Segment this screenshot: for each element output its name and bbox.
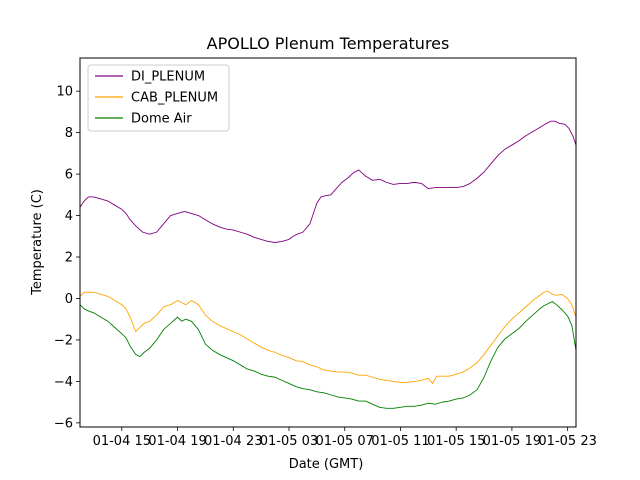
y-axis-label: Temperature (C) bbox=[30, 189, 45, 296]
x-tick-label: 01-05 19 bbox=[483, 434, 541, 449]
series-line-cab-plenum bbox=[80, 290, 576, 384]
x-tick-label: 01-04 19 bbox=[148, 434, 206, 449]
x-tick-label: 01-04 23 bbox=[204, 434, 262, 449]
x-tick-label: 01-05 03 bbox=[260, 434, 318, 449]
legend: DI_PLENUM CAB_PLENUM Dome Air bbox=[87, 64, 230, 132]
x-tick-label: 01-05 15 bbox=[427, 434, 485, 449]
y-tick-label: 4 bbox=[65, 209, 73, 224]
y-tick-label: −4 bbox=[54, 375, 73, 390]
y-tick-label: −6 bbox=[54, 416, 73, 431]
x-tick-label: 01-04 15 bbox=[93, 434, 151, 449]
y-tick-label: 10 bbox=[56, 85, 73, 100]
legend-label: CAB_PLENUM bbox=[131, 91, 218, 106]
chart-title: APOLLO Plenum Temperatures bbox=[207, 34, 450, 53]
x-axis-label: Date (GMT) bbox=[289, 457, 364, 472]
series-line-di-plenum bbox=[80, 120, 576, 243]
legend-box bbox=[87, 64, 230, 132]
y-tick-label: 6 bbox=[65, 168, 73, 183]
y-tick-label: −2 bbox=[54, 333, 73, 348]
x-tick-label: 01-05 23 bbox=[538, 434, 596, 449]
axes-frame bbox=[79, 57, 577, 428]
series-lines bbox=[80, 120, 576, 409]
legend-label: DI_PLENUM bbox=[131, 70, 205, 85]
y-tick-label: 2 bbox=[65, 251, 73, 266]
x-tick-label: 01-05 11 bbox=[371, 434, 429, 449]
y-tick-label: 0 bbox=[65, 292, 73, 307]
series-line-dome-air bbox=[80, 301, 576, 409]
y-tick-label: 8 bbox=[65, 126, 73, 141]
legend-label: Dome Air bbox=[131, 112, 192, 127]
x-tick-label: 01-05 07 bbox=[315, 434, 373, 449]
